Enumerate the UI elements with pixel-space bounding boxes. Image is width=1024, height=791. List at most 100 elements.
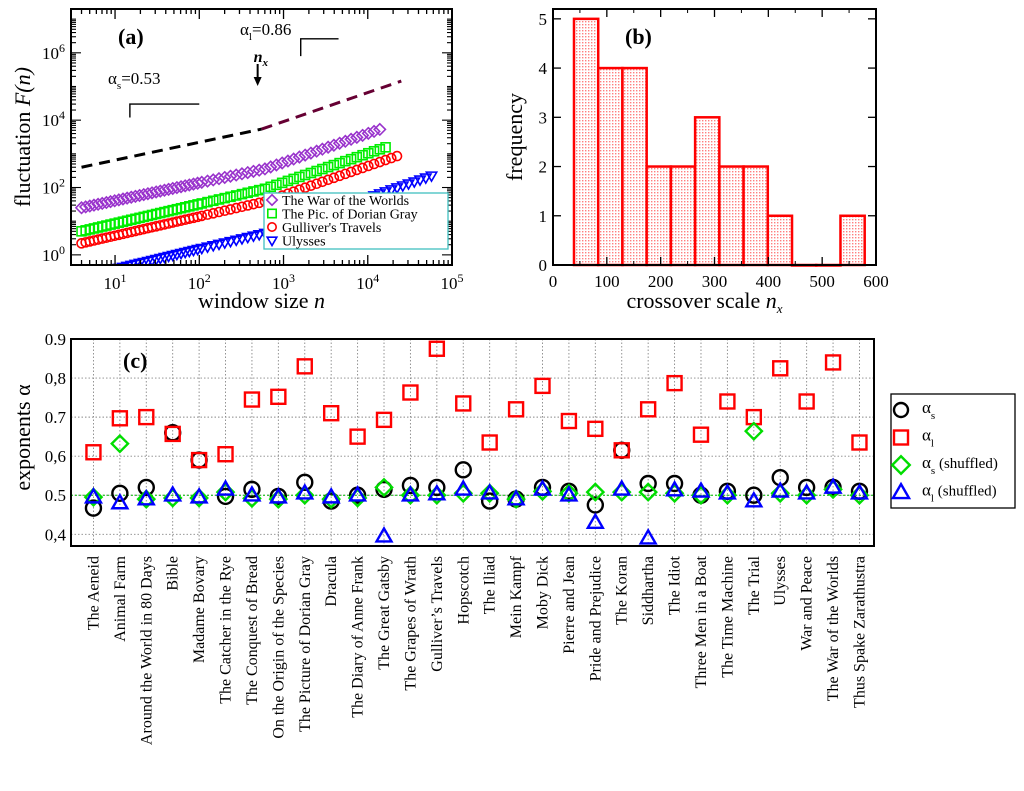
series-0 [74, 122, 387, 215]
legend-label: Gulliver's Travels [282, 221, 381, 236]
data-point [455, 395, 472, 412]
data-point [213, 206, 225, 218]
category-label: The Aeneid [85, 556, 102, 630]
category-label: Bible [165, 556, 182, 591]
panel-c-y-axis-label: exponents α [10, 384, 35, 491]
legend-label: αl (shuffled) [922, 481, 997, 505]
data-point [380, 154, 391, 166]
data-point [340, 168, 351, 180]
data-point [374, 143, 386, 155]
series-1 [76, 142, 391, 237]
data-point [202, 196, 213, 208]
data-point [138, 408, 155, 426]
category-label: The Trial [746, 555, 763, 615]
data-point [824, 354, 842, 371]
data-point [85, 271, 95, 280]
panel-b-ticks: 0 100 200 300 400 500 600 0 1 2 3 4 5 [539, 9, 889, 291]
data-point [797, 478, 816, 497]
category-label: The War of the Worlds [825, 556, 842, 701]
data-point [111, 484, 129, 502]
data-point [332, 136, 347, 150]
data-point [719, 393, 736, 410]
data-point [219, 192, 231, 204]
category-label: The Time Machine [719, 556, 736, 678]
data-point [321, 486, 341, 504]
data-point [322, 174, 334, 186]
data-point [391, 150, 403, 162]
y-tick-label: 0 [539, 256, 548, 275]
data-point [743, 421, 764, 441]
histogram-bar [766, 214, 794, 267]
data-point [309, 144, 324, 158]
data-point [263, 160, 278, 174]
alpha-l-annotation: αl=0.86 [240, 20, 291, 43]
data-point [317, 163, 328, 175]
data-point [76, 273, 86, 282]
data-point [613, 442, 630, 459]
histogram-bar [718, 165, 745, 267]
data-point [427, 483, 447, 501]
data-point [638, 482, 658, 502]
data-point [367, 124, 381, 139]
data-point [271, 179, 282, 191]
data-point [349, 428, 366, 445]
data-point [268, 486, 288, 504]
data-point [83, 487, 104, 508]
data-point [190, 451, 208, 469]
data-point [413, 175, 427, 187]
legend-label: Ulysses [282, 235, 326, 250]
data-point [286, 152, 301, 166]
data-point [230, 190, 242, 201]
data-point [355, 128, 370, 143]
data-point [327, 138, 341, 152]
histogram-bar [645, 165, 673, 267]
data-point [428, 478, 446, 497]
legend-box [263, 192, 449, 250]
category-label: Pride and Prejudice [587, 556, 604, 681]
legend-label: The War of the Worlds [282, 194, 409, 209]
data-point [189, 488, 209, 508]
data-point [243, 391, 261, 408]
data-point [400, 485, 420, 502]
y-tick-label: 104 [42, 108, 65, 130]
x-tick-label: 300 [702, 272, 728, 291]
data-point [83, 486, 104, 504]
panel-c-frame [70, 338, 875, 547]
data-point [374, 477, 394, 498]
data-point [357, 149, 368, 161]
data-point [248, 186, 259, 197]
data-point [206, 173, 221, 187]
data-point [338, 134, 353, 149]
data-point [84, 499, 103, 517]
category-label: On the Origin of the Species [270, 556, 287, 739]
panel-a-frame [70, 8, 453, 266]
category-label: Hopscotch [455, 556, 472, 624]
y-tick-label: 0.5 [45, 486, 66, 505]
data-point [296, 473, 314, 492]
data-point [243, 480, 261, 499]
data-point [665, 479, 685, 497]
data-point [390, 183, 404, 195]
data-point [770, 481, 790, 498]
data-point [295, 483, 315, 500]
data-point [744, 490, 764, 508]
data-point [396, 181, 410, 193]
panel-c-legend: αs αl αs (shuffled) αl (shuffled) [890, 393, 1016, 509]
data-point [380, 142, 391, 153]
data-point [80, 272, 90, 281]
data-point [195, 243, 209, 256]
legend-label: αs [922, 398, 935, 422]
y-tick-label: 0.7 [45, 408, 67, 427]
category-label: The Conquest of Bread [244, 556, 261, 705]
data-point [560, 412, 578, 430]
data-point [345, 153, 357, 165]
legend-marker [265, 193, 279, 207]
data-point [368, 145, 380, 157]
data-point [374, 156, 386, 168]
panel-a-ticks: 101 102 103 104 105 100 102 104 106 [42, 8, 464, 293]
y-tick-label: 0.9 [45, 330, 66, 349]
data-point [480, 492, 499, 510]
y-tick-label: 2 [539, 158, 548, 177]
data-point [849, 483, 870, 500]
